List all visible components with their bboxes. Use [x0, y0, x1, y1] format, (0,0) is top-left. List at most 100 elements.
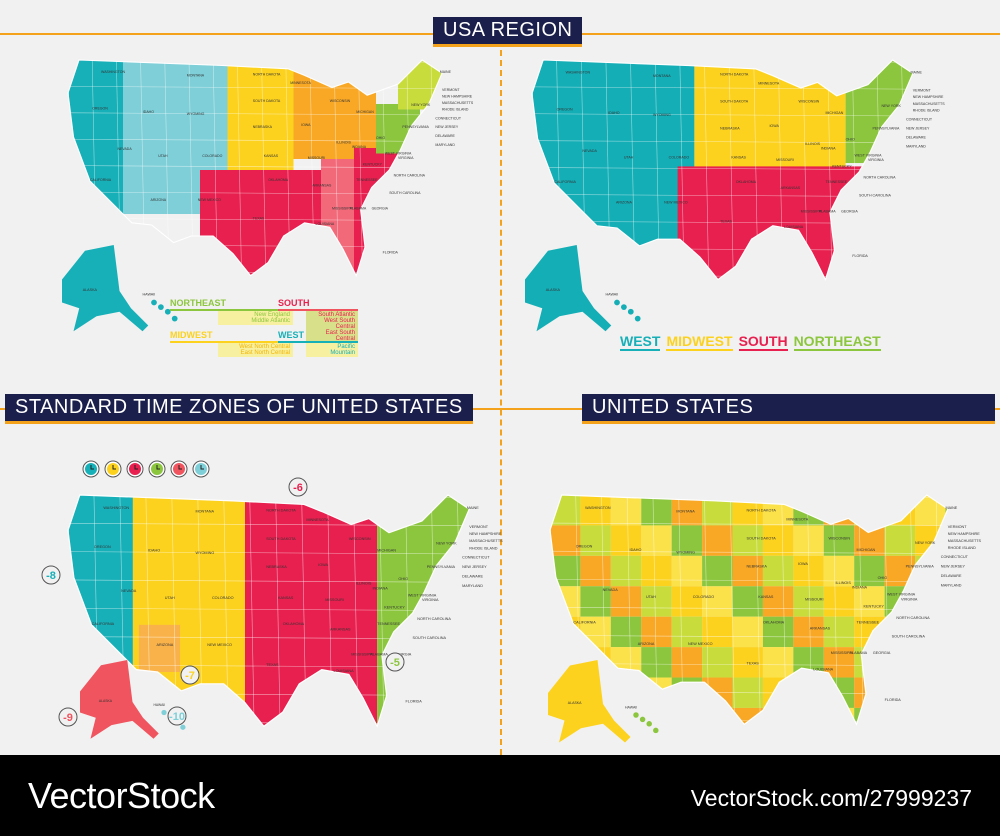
state-label: NEW MEXICO	[198, 198, 221, 202]
state-label: WYOMING	[653, 113, 671, 117]
state-label: NEW HAMPSHIRE	[469, 532, 502, 536]
state-label: WASHINGTON	[103, 506, 129, 510]
hawaii-island	[646, 721, 652, 727]
state-label: OHIO	[878, 576, 888, 580]
utc-offset-badge	[288, 477, 308, 497]
state-label: FLORIDA	[383, 251, 399, 255]
maps-canvas: WASHINGTON OREGON CALIFORNIA NEVADA IDAHO MON…	[41, 59, 982, 743]
state-label: UTAH	[646, 595, 656, 599]
state-label: VERMONT	[469, 525, 489, 529]
state-label: IOWA	[318, 563, 328, 567]
state-label: IDAHO	[143, 110, 154, 114]
hawaii-island	[621, 304, 627, 310]
state-label: TENNESSEE	[857, 621, 880, 625]
state-label: NORTH DAKOTA	[253, 72, 281, 76]
state-label: RHODE ISLAND	[913, 109, 940, 113]
state-label: CONNECTICUT	[906, 117, 933, 121]
state-label: WEST VIRGINIA	[855, 153, 883, 157]
state-label: KANSAS	[758, 595, 774, 599]
state-label: MARYLAND	[906, 144, 926, 148]
state-label: DELAWARE	[435, 134, 455, 138]
state-label: GEORGIA	[394, 652, 412, 656]
map-united-states: WASHINGTON OREGON CALIFORNIA NEVADA IDAHO MON…	[549, 494, 982, 726]
state-label: KENTUCKY	[864, 604, 885, 608]
state-label: MAINE	[911, 70, 923, 74]
hawaii-island	[614, 299, 620, 306]
state-label: IOWA	[301, 123, 311, 127]
state-label: MAINE	[945, 506, 957, 510]
state-label: NEW YORK	[411, 103, 431, 107]
state-label: MISSISSIPPI	[831, 651, 853, 655]
state-label: LOUISIANA	[813, 668, 833, 672]
state-label: NEW JERSEY	[435, 125, 459, 129]
state-label: ALASKA	[99, 699, 113, 703]
state-label: MISSOURI	[805, 597, 823, 601]
state-label: OREGON	[576, 545, 593, 549]
state-label: NEW JERSEY	[462, 565, 487, 569]
state-label: SOUTH CAROLINA	[389, 191, 421, 195]
state-label: MASSACHUSETTS	[442, 101, 474, 105]
state-label: WEST VIRGINIA	[408, 593, 437, 597]
state-label: MASSACHUSETTS	[469, 539, 503, 543]
state-label: MONTANA	[195, 510, 214, 514]
state-label: LOUISIANA	[316, 222, 335, 226]
state-label: NEVADA	[582, 149, 597, 153]
hawaii-island	[161, 709, 167, 716]
alaska-hawaii: ALASKA HAWAII	[525, 245, 641, 332]
state-label: OKLAHOMA	[268, 178, 289, 182]
state-label: NEW MEXICO	[664, 200, 688, 204]
state-label: NEW HAMPSHIRE	[913, 95, 944, 99]
hawaii-island	[180, 724, 186, 730]
state-label: VIRGINIA	[398, 156, 414, 160]
state-label: CONNECTICUT	[941, 555, 969, 559]
state-label: OKLAHOMA	[763, 621, 785, 625]
state-label: NEW MEXICO	[688, 642, 713, 646]
state-label: NEW HAMPSHIRE	[948, 532, 980, 536]
utc-offset-label: -9	[63, 712, 73, 724]
legend-northeast: NORTHEAST New England Middle Atlantic	[170, 298, 295, 325]
state-label: CALIFORNIA	[554, 180, 576, 184]
state-label: ALABAMA	[819, 209, 837, 213]
state-label: IDAHO	[608, 111, 620, 115]
state-label: WISCONSIN	[349, 537, 371, 541]
state-label: FLORIDA	[852, 254, 868, 258]
state-label: NEBRASKA	[747, 565, 768, 569]
utc-offset-badge	[58, 707, 78, 727]
state-label: ILLINOIS	[336, 141, 351, 145]
state-label: ARKANSAS	[312, 184, 332, 188]
state-label: DELAWARE	[462, 575, 483, 579]
state-label: MICHIGAN	[377, 549, 396, 553]
hawaii-island	[639, 716, 646, 723]
state-label: MINNESOTA	[786, 518, 808, 522]
footer: VectorStock VectorStock.com/27999237	[0, 755, 1000, 836]
utc-offset-badge	[41, 565, 61, 585]
state-label: TEXAS	[720, 219, 732, 223]
state-label: MASSACHUSETTS	[913, 102, 945, 106]
hawaii-island	[171, 315, 178, 322]
state-label: IOWA	[769, 124, 779, 128]
state-label: ARIZONA	[151, 198, 167, 202]
state-label: VERMONT	[442, 88, 460, 92]
state-label: IOWA	[798, 562, 808, 566]
state-label: NEVADA	[118, 147, 133, 151]
clock-icon	[170, 460, 188, 478]
state-label: NEVADA	[121, 589, 137, 593]
state-label: MAINE	[467, 506, 479, 510]
state-label: WYOMING	[187, 112, 205, 116]
state-label: ALASKA	[83, 288, 98, 292]
state-label: FLORIDA	[405, 700, 422, 704]
state-label: OKLAHOMA	[283, 622, 305, 626]
hawaii-island	[151, 299, 157, 306]
state-label: COLORADO	[212, 596, 234, 600]
state-label: MICHIGAN	[857, 548, 876, 552]
state-label: TEXAS	[266, 663, 279, 667]
state-label: MINNESOTA	[306, 518, 329, 522]
state-label: MAINE	[440, 70, 452, 74]
key-midwest: MIDWEST	[666, 333, 733, 351]
state-label: HAWAII	[606, 293, 619, 297]
state-label: MISSISSIPPI	[332, 207, 353, 211]
clock-icon	[104, 460, 122, 478]
state-label: SOUTH CAROLINA	[859, 194, 891, 198]
state-label: TENNESSEE	[825, 180, 847, 184]
state-label: MINNESOTA	[758, 82, 780, 86]
